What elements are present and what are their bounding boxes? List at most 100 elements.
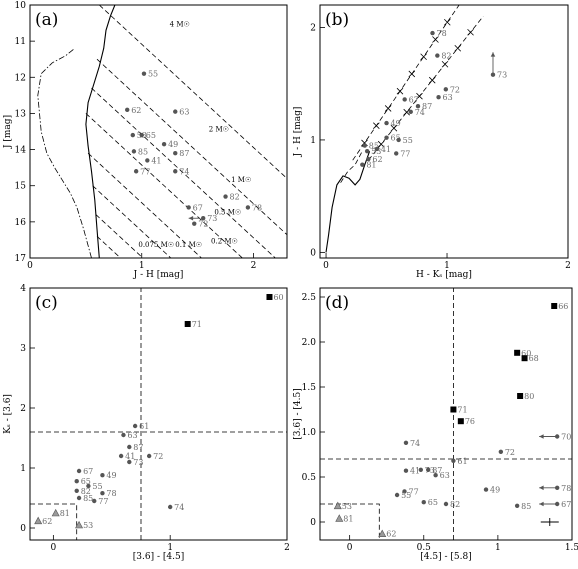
data-point: [430, 30, 435, 36]
data-point: [125, 107, 130, 113]
av-marker: [408, 70, 416, 78]
x-axis-label: H - Kₛ [mag]: [416, 270, 472, 280]
intrinsic-locus: [325, 151, 371, 253]
data-point: [443, 87, 449, 92]
point-label: 71: [457, 406, 467, 415]
data-point: [418, 467, 423, 472]
av-marker: [390, 124, 398, 132]
data-point: [74, 479, 79, 484]
ctts-locus: [340, 151, 363, 183]
point-label: 74: [174, 503, 184, 512]
data-point: [374, 146, 380, 152]
data-point: [433, 473, 438, 478]
point-label: 62: [386, 530, 396, 539]
data-point: [133, 169, 139, 174]
plot-frame: [319, 287, 573, 541]
point-label: 78: [437, 29, 447, 38]
point-label: 76: [465, 417, 475, 426]
data-point-triangle: [34, 516, 43, 525]
y-tick-label: 1: [20, 464, 26, 474]
point-label: 77: [400, 149, 410, 158]
data-point: [384, 135, 389, 140]
mass-label: 1 M☉: [231, 176, 251, 184]
point-label: 73: [133, 458, 143, 467]
point-label: 70: [561, 433, 571, 442]
point-label: 55: [148, 70, 158, 79]
reddening-band: [352, 5, 460, 161]
data-point: [139, 132, 144, 138]
point-label: 41: [151, 156, 161, 165]
data-point: [415, 104, 421, 109]
point-label: 87: [133, 443, 143, 452]
av-marker: [454, 44, 462, 52]
point-label: 60: [273, 293, 283, 302]
point-label: 85: [83, 494, 93, 503]
data-point: [167, 504, 173, 510]
point-label: 73: [207, 214, 217, 223]
y-tick-label: 1: [310, 136, 316, 146]
upper-limit-arrow-head: [490, 52, 496, 57]
point-label: 81: [60, 509, 70, 518]
av-marker: [403, 108, 410, 116]
data-point: [186, 205, 191, 210]
data-point: [483, 487, 489, 492]
data-point: [74, 488, 79, 493]
point-label: 67: [409, 95, 419, 104]
data-point-square: [551, 303, 558, 309]
point-label: 61: [139, 422, 149, 431]
y-tick-label: 0: [310, 518, 316, 528]
dashdot-curve: [37, 48, 92, 258]
y-tick-label: 2: [310, 23, 316, 33]
y-tick-label: 14: [15, 146, 27, 156]
point-label: 87: [179, 149, 189, 158]
data-point: [76, 468, 82, 474]
point-label: 72: [505, 448, 515, 457]
y-tick-label: 3: [20, 344, 26, 354]
x-tick-label: 0.5: [417, 543, 432, 553]
data-point: [200, 216, 206, 221]
point-label: 49: [490, 486, 500, 495]
point-label: 53: [83, 521, 93, 530]
point-label: 41: [381, 145, 391, 154]
panel-a: 4 M☉2 M☉1 M☉0.5 M☉0.2 M☉0.1 M☉0.075 M☉0 1…: [3, 1, 288, 280]
point-label: 62: [42, 517, 52, 526]
point-label: 49: [168, 140, 178, 149]
mass-label: 4 M☉: [170, 21, 190, 29]
point-label: 65: [146, 131, 156, 140]
point-label: 53: [342, 502, 352, 511]
data-point-triangle: [335, 514, 344, 522]
point-label: 65: [391, 134, 401, 143]
data-point-triangle: [378, 529, 387, 538]
point-label: 49: [391, 119, 401, 128]
point-label: 87: [422, 102, 432, 111]
av-marker: [384, 105, 392, 112]
data-point-triangle: [333, 501, 342, 510]
data-point: [421, 500, 426, 505]
plot-frame: [29, 4, 288, 259]
av-marker: [444, 18, 451, 26]
y-tick-label: 2: [20, 404, 26, 414]
point-label: 55: [403, 136, 413, 145]
y-axis-label: J [mag]: [3, 115, 13, 149]
x-axis-label: [3.6] - [4.5]: [133, 552, 184, 562]
av-marker: [416, 92, 423, 100]
plot-frame: [319, 4, 569, 259]
point-label: 74: [415, 108, 425, 117]
point-label: 63: [179, 108, 189, 117]
y-tick-label: 17: [15, 254, 27, 264]
point-label: 77: [408, 487, 418, 496]
data-point: [443, 501, 449, 507]
data-point: [131, 149, 137, 154]
data-point: [173, 109, 178, 114]
data-point-square: [521, 355, 528, 362]
reddening-line: [99, 5, 287, 180]
x-tick-label: 1: [139, 261, 145, 271]
y-axis-label: Kₛ - [3.6]: [3, 394, 13, 434]
point-label: 65: [428, 498, 438, 507]
point-label: 81: [366, 161, 376, 170]
data-point-triangle: [51, 508, 60, 517]
x-tick-label: 2: [565, 261, 571, 271]
error-bar-cross: [540, 518, 559, 526]
panel-label: (c): [35, 293, 58, 313]
point-label: 68: [529, 354, 539, 363]
